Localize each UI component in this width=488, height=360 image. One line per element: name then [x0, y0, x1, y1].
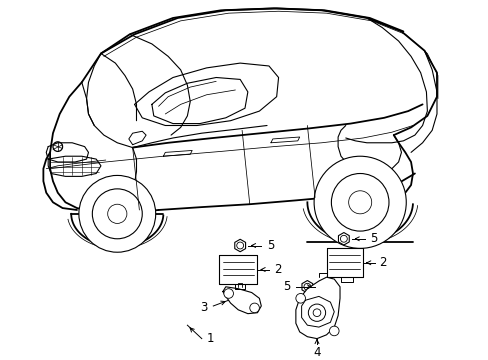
Polygon shape	[234, 239, 245, 252]
Circle shape	[236, 242, 243, 249]
Circle shape	[92, 189, 142, 239]
Circle shape	[304, 283, 310, 290]
Text: 3: 3	[200, 301, 207, 314]
Circle shape	[79, 175, 155, 252]
Polygon shape	[302, 280, 312, 293]
Circle shape	[249, 303, 259, 313]
Circle shape	[295, 293, 305, 303]
Text: 5: 5	[369, 232, 376, 245]
Circle shape	[312, 309, 320, 316]
Circle shape	[308, 304, 325, 321]
Text: 1: 1	[206, 332, 214, 345]
Circle shape	[107, 204, 127, 224]
Circle shape	[329, 326, 338, 336]
Circle shape	[313, 156, 406, 248]
Polygon shape	[338, 233, 348, 245]
Text: 5: 5	[282, 280, 289, 293]
Circle shape	[331, 174, 388, 231]
Circle shape	[340, 235, 346, 242]
Circle shape	[224, 289, 233, 298]
Polygon shape	[295, 277, 339, 339]
Circle shape	[348, 191, 371, 214]
Text: 4: 4	[313, 346, 320, 359]
Text: 2: 2	[273, 263, 281, 276]
Circle shape	[53, 142, 62, 152]
Text: 2: 2	[379, 256, 386, 269]
Text: 5: 5	[266, 239, 274, 252]
